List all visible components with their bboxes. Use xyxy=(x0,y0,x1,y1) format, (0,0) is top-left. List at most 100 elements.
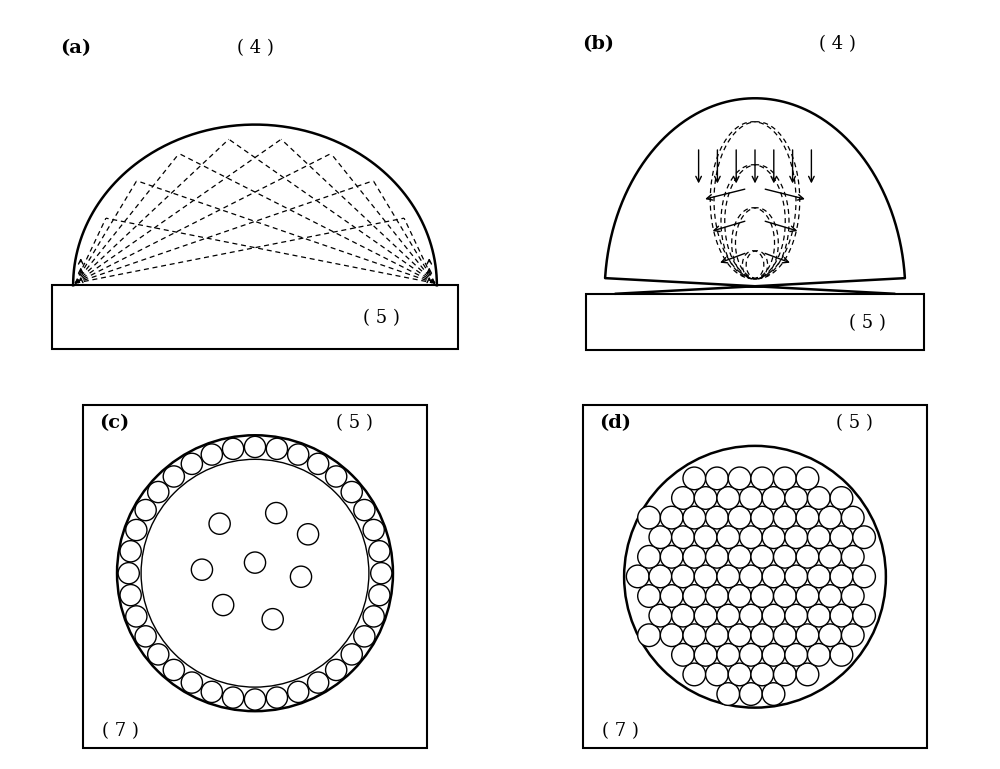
Circle shape xyxy=(638,584,660,608)
Circle shape xyxy=(244,552,266,573)
Circle shape xyxy=(717,487,740,509)
Circle shape xyxy=(830,487,853,509)
Circle shape xyxy=(717,644,740,666)
Circle shape xyxy=(740,526,762,548)
Circle shape xyxy=(694,526,717,548)
Circle shape xyxy=(222,438,244,459)
Circle shape xyxy=(672,604,694,627)
Circle shape xyxy=(672,487,694,509)
Circle shape xyxy=(672,644,694,666)
Circle shape xyxy=(660,584,683,608)
Circle shape xyxy=(774,545,796,568)
Circle shape xyxy=(213,594,234,616)
Circle shape xyxy=(785,526,807,548)
Circle shape xyxy=(751,624,774,647)
Circle shape xyxy=(807,526,830,548)
Circle shape xyxy=(740,487,762,509)
Text: ( 5 ): ( 5 ) xyxy=(836,414,872,432)
Text: (a): (a) xyxy=(60,38,92,57)
Circle shape xyxy=(830,604,853,627)
Circle shape xyxy=(163,466,184,487)
Circle shape xyxy=(807,487,830,509)
Circle shape xyxy=(266,438,288,459)
Circle shape xyxy=(683,467,706,490)
Circle shape xyxy=(728,624,751,647)
Circle shape xyxy=(830,565,853,588)
Circle shape xyxy=(853,565,875,588)
Circle shape xyxy=(288,681,309,703)
Circle shape xyxy=(785,565,807,588)
Circle shape xyxy=(841,624,864,647)
Circle shape xyxy=(244,689,266,710)
Text: ( 5 ): ( 5 ) xyxy=(336,414,372,432)
Circle shape xyxy=(830,526,853,548)
Circle shape xyxy=(694,565,717,588)
Circle shape xyxy=(774,467,796,490)
Circle shape xyxy=(706,506,728,529)
Circle shape xyxy=(683,584,706,608)
Circle shape xyxy=(762,565,785,588)
Circle shape xyxy=(762,683,785,705)
Circle shape xyxy=(683,506,706,529)
Circle shape xyxy=(807,604,830,627)
Circle shape xyxy=(706,584,728,608)
Circle shape xyxy=(638,545,660,568)
Circle shape xyxy=(290,566,312,588)
Circle shape xyxy=(126,606,147,627)
Circle shape xyxy=(297,524,319,545)
Circle shape xyxy=(369,584,390,606)
Circle shape xyxy=(638,624,660,647)
Circle shape xyxy=(785,644,807,666)
Circle shape xyxy=(181,453,202,474)
Circle shape xyxy=(683,663,706,686)
Circle shape xyxy=(326,659,347,681)
Circle shape xyxy=(288,444,309,465)
Circle shape xyxy=(774,624,796,647)
Bar xyxy=(586,294,924,350)
Circle shape xyxy=(785,604,807,627)
Circle shape xyxy=(728,506,751,529)
Circle shape xyxy=(796,545,819,568)
Circle shape xyxy=(672,565,694,588)
Circle shape xyxy=(819,545,841,568)
Circle shape xyxy=(796,467,819,490)
Circle shape xyxy=(774,663,796,686)
Circle shape xyxy=(694,644,717,666)
Circle shape xyxy=(694,604,717,627)
Circle shape xyxy=(308,672,329,693)
Circle shape xyxy=(717,683,740,705)
Circle shape xyxy=(354,499,375,521)
Circle shape xyxy=(706,624,728,647)
Circle shape xyxy=(672,526,694,548)
Circle shape xyxy=(266,502,287,524)
Circle shape xyxy=(626,565,649,588)
Circle shape xyxy=(163,659,184,681)
Circle shape xyxy=(135,626,156,647)
Bar xyxy=(52,285,458,348)
Circle shape xyxy=(819,624,841,647)
Circle shape xyxy=(751,584,774,608)
Circle shape xyxy=(751,506,774,529)
Circle shape xyxy=(363,606,384,627)
Circle shape xyxy=(341,481,362,503)
Circle shape xyxy=(148,644,169,665)
Text: ( 5 ): ( 5 ) xyxy=(363,309,400,328)
Circle shape xyxy=(201,681,222,703)
Circle shape xyxy=(266,687,288,708)
Circle shape xyxy=(244,436,266,458)
Circle shape xyxy=(120,584,141,606)
Circle shape xyxy=(774,584,796,608)
Circle shape xyxy=(728,584,751,608)
Circle shape xyxy=(762,487,785,509)
Circle shape xyxy=(740,565,762,588)
Circle shape xyxy=(222,687,244,708)
Circle shape xyxy=(807,644,830,666)
Circle shape xyxy=(751,467,774,490)
Circle shape xyxy=(683,624,706,647)
Circle shape xyxy=(706,545,728,568)
Circle shape xyxy=(774,506,796,529)
Circle shape xyxy=(363,519,384,541)
Circle shape xyxy=(135,499,156,521)
Circle shape xyxy=(762,644,785,666)
Circle shape xyxy=(706,663,728,686)
